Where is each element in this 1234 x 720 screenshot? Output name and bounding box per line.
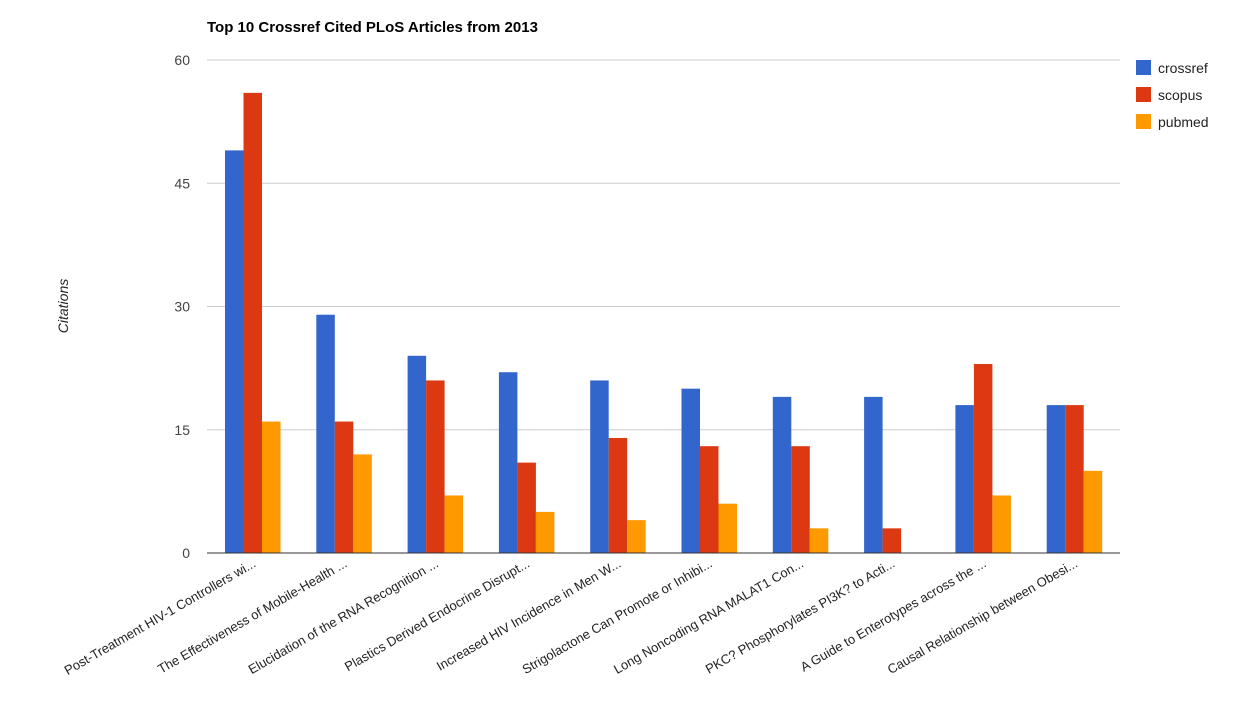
bar-scopus [334, 421, 354, 553]
bar-pubmed [1083, 470, 1103, 553]
bar-scopus [426, 380, 445, 553]
bar-crossref [955, 405, 974, 553]
x-tick-label: Strigolactone Can Promote or Inhibi... [520, 556, 715, 677]
y-tick-label: 30 [174, 299, 190, 315]
bar-scopus [1065, 405, 1084, 553]
bar-crossref [864, 396, 883, 553]
legend: crossref scopus pubmed [1136, 60, 1209, 130]
bar-crossref [407, 355, 427, 553]
x-tick-label: The Effectiveness of Mobile-Health ... [155, 556, 349, 677]
legend-swatch-crossref [1136, 60, 1151, 75]
bar-scopus [882, 528, 902, 553]
y-tick-label: 60 [174, 52, 190, 68]
x-tick-label: PKC? Phosphorylates PI3K? to Acti... [703, 556, 898, 677]
chart-title: Top 10 Crossref Cited PLoS Articles from… [207, 19, 538, 36]
legend-swatch-pubmed [1136, 114, 1151, 129]
y-axis-ticks: 0 15 30 45 60 [174, 52, 190, 561]
y-tick-label: 0 [182, 545, 190, 561]
bar-pubmed [627, 520, 646, 553]
bar-crossref [681, 388, 700, 553]
bar-scopus [700, 446, 719, 553]
y-tick-label: 45 [174, 175, 190, 191]
x-tick-label: Plastics Derived Endocrine Disrupt... [342, 556, 532, 674]
bars [225, 92, 1103, 553]
bar-scopus [517, 462, 536, 553]
y-tick-label: 15 [174, 422, 190, 438]
legend-swatch-scopus [1136, 87, 1151, 102]
bar-scopus [243, 92, 262, 553]
bar-scopus [791, 446, 810, 553]
bar-pubmed [262, 421, 281, 553]
bar-scopus [608, 437, 628, 553]
bar-crossref [772, 396, 792, 553]
x-tick-label: Causal Relationship between Obesi... [885, 556, 1080, 677]
bar-pubmed [535, 511, 555, 553]
y-axis-label: Citations [55, 279, 71, 333]
bar-crossref [316, 314, 335, 553]
bar-crossref [498, 372, 518, 553]
x-tick-label: A Guide to Enterotypes across the ... [798, 556, 989, 675]
bar-crossref [225, 150, 244, 553]
bar-pubmed [353, 454, 372, 553]
bar-pubmed [992, 495, 1011, 553]
x-axis-ticks: Post-Treatment HIV-1 Controllers wi...Th… [62, 556, 1080, 678]
legend-label-scopus: scopus [1158, 87, 1202, 103]
x-tick-label: Elucidation of the RNA Recognition ... [246, 556, 441, 677]
bar-pubmed [444, 495, 464, 553]
legend-label-pubmed: pubmed [1158, 114, 1209, 130]
legend-label-crossref: crossref [1158, 60, 1208, 76]
bar-pubmed [809, 528, 829, 553]
x-tick-label: Increased HIV Incidence in Men W... [434, 556, 624, 674]
bar-scopus [973, 364, 993, 553]
bar-crossref [1046, 405, 1066, 553]
bar-pubmed [718, 503, 737, 553]
x-tick-label: Post-Treatment HIV-1 Controllers wi... [62, 556, 259, 678]
x-tick-label: Long Noncoding RNA MALAT1 Con... [611, 556, 806, 677]
bar-crossref [590, 380, 609, 553]
